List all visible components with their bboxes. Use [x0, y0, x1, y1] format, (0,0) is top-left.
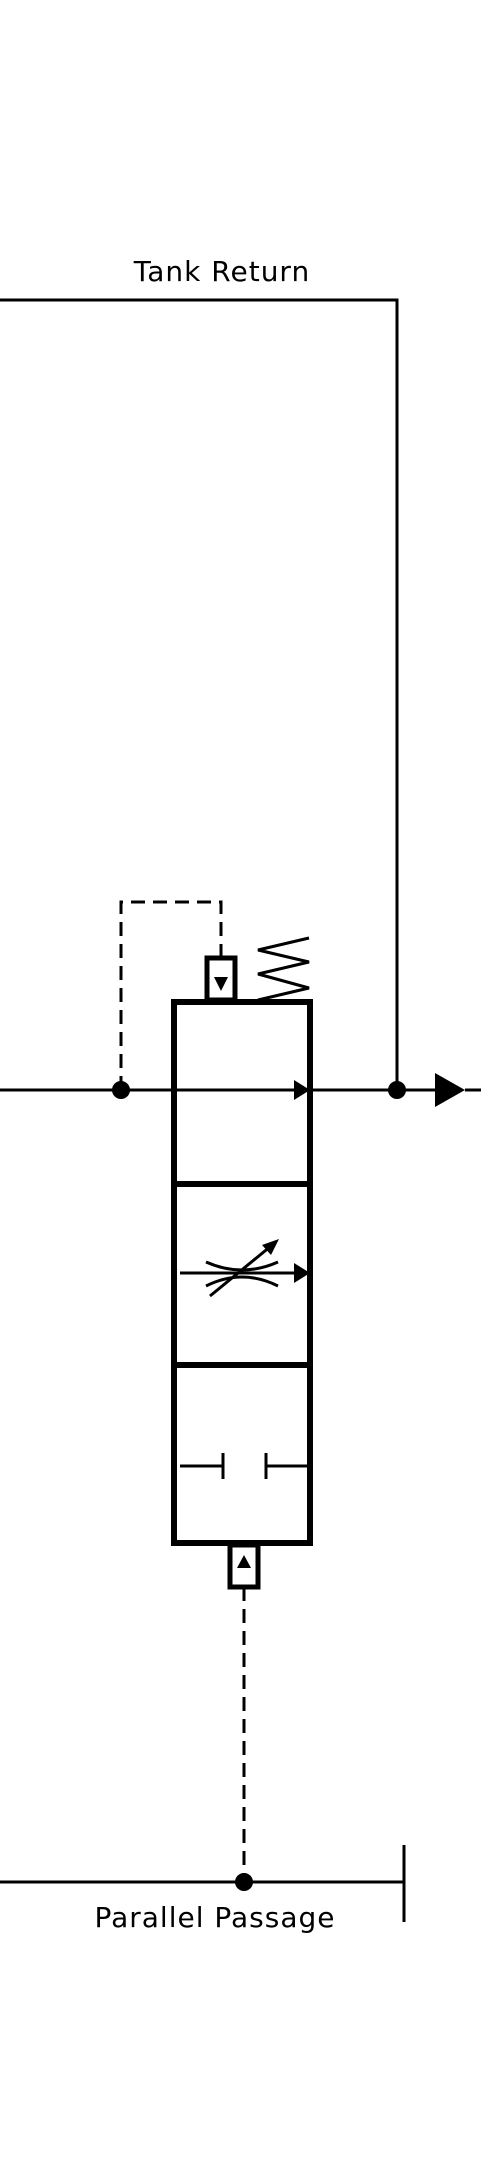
parallel-passage-label: Parallel Passage [94, 1901, 335, 1934]
spring-icon [257, 936, 310, 1002]
upper-pilot-line [119, 900, 223, 1090]
valve-position-flow-through [174, 1080, 310, 1100]
parallel-passage-line [0, 1845, 406, 1922]
valve-position-blocked [180, 1453, 308, 1479]
upper-pilot-actuator [204, 955, 238, 1003]
tank-return-line [0, 298, 399, 1090]
tank-return-label: Tank Return [133, 255, 310, 288]
flow-direction-arrow [435, 1073, 465, 1107]
throttle-lower-arc [205, 1275, 279, 1288]
lower-pilot-actuator [227, 1542, 261, 1590]
adjustable-arrow [209, 1244, 272, 1298]
valve-position-variable-throttle [180, 1239, 310, 1298]
junction-dot-right [388, 1081, 406, 1099]
